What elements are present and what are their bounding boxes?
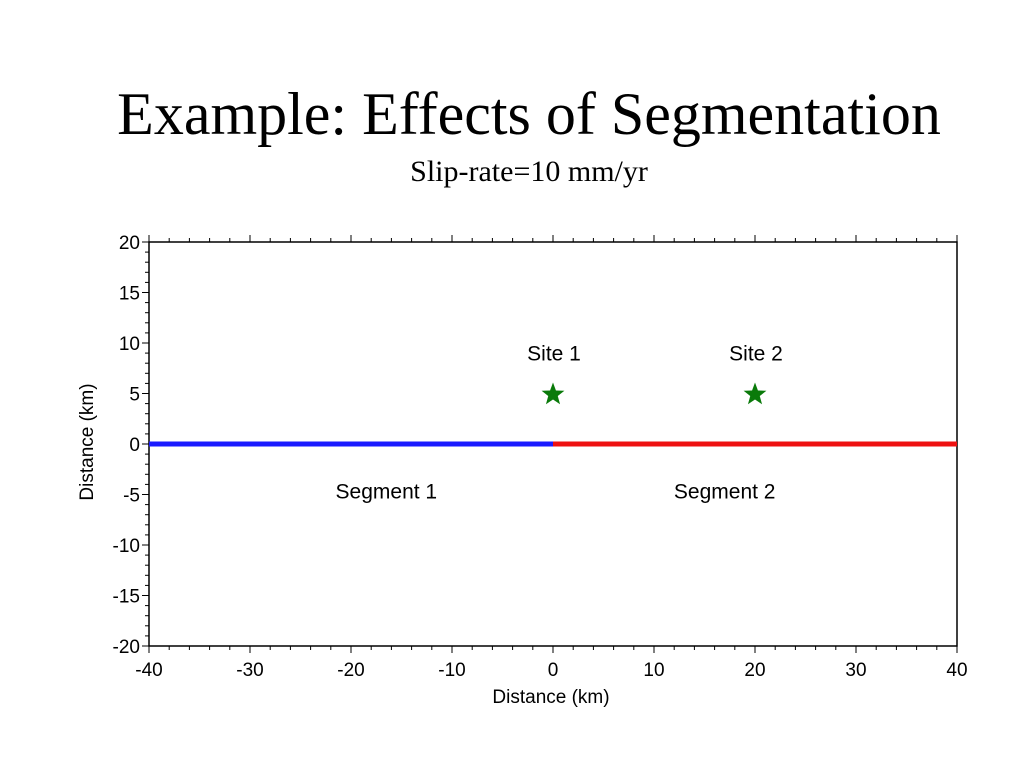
- y-tick-label: 0: [129, 435, 140, 456]
- x-tick-label: 30: [845, 660, 866, 681]
- y-tick-label: 10: [119, 334, 140, 355]
- y-tick-label: 5: [129, 385, 140, 406]
- y-tick-label: 20: [119, 233, 140, 254]
- x-tick-label: 0: [548, 660, 559, 681]
- site-2-label: Site 2: [729, 343, 783, 366]
- y-tick-label: -5: [123, 486, 140, 507]
- x-tick-label: 40: [946, 660, 967, 681]
- slide-subtitle: Slip-rate=10 mm/yr: [410, 155, 648, 188]
- y-tick-label: -10: [113, 536, 140, 557]
- y-tick-label: 15: [119, 284, 140, 305]
- x-tick-label: -20: [337, 660, 364, 681]
- plot-area: -40 -30 -20 -10 0 10 20 30 40 20 15 10 5 0 -5 -10 -15 -20…: [113, 233, 968, 681]
- x-tick-label: -10: [438, 660, 465, 681]
- site-1-label: Site 1: [527, 343, 581, 366]
- x-tick-label: -30: [236, 660, 263, 681]
- y-tick-label: -20: [113, 637, 140, 658]
- x-axis-label: Distance (km): [492, 687, 609, 708]
- y-tick-label: -15: [113, 587, 140, 608]
- x-tick-label: -40: [135, 660, 162, 681]
- slide-title: Example: Effects of Segmentation: [117, 81, 941, 147]
- site-1-star-icon: [541, 382, 565, 405]
- y-axis-label: Distance (km): [77, 383, 98, 500]
- x-tick-label: 10: [643, 660, 664, 681]
- site-2-star-icon: [743, 382, 767, 405]
- x-tick-label: 20: [744, 660, 765, 681]
- segment-1-label: Segment 1: [336, 480, 438, 503]
- segment-2-label: Segment 2: [674, 480, 776, 503]
